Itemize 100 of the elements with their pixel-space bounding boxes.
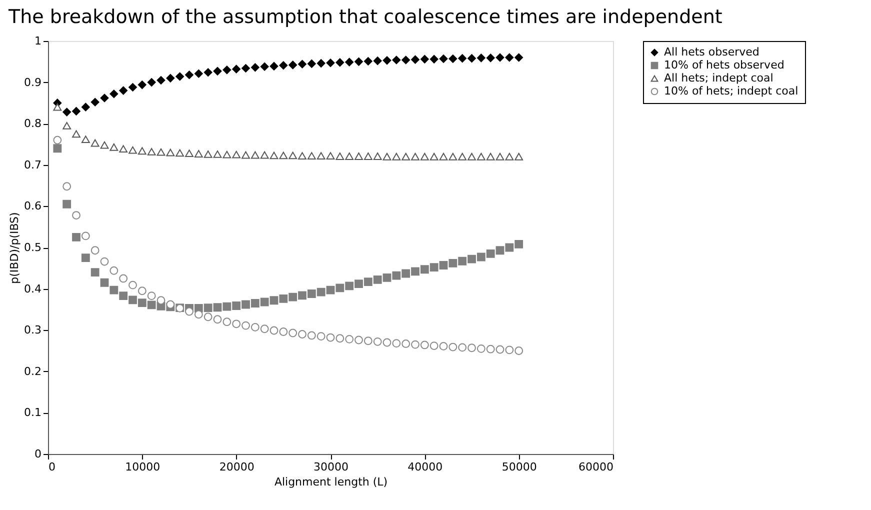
point	[232, 302, 241, 310]
point	[476, 54, 486, 62]
legend-label: 10% of hets; indept coal	[664, 84, 798, 98]
y-tick-label: 0.5	[24, 241, 42, 254]
point	[402, 269, 410, 278]
point	[185, 150, 194, 158]
point	[147, 292, 156, 300]
point	[138, 147, 146, 155]
point	[166, 300, 175, 309]
point	[316, 332, 326, 340]
point	[242, 300, 250, 309]
point	[392, 152, 401, 160]
point	[336, 58, 344, 67]
point	[232, 64, 241, 74]
point	[242, 64, 250, 72]
point	[448, 258, 458, 268]
x-tick-label: 0	[48, 460, 56, 474]
point	[279, 328, 288, 336]
point	[62, 182, 72, 191]
point	[194, 150, 203, 158]
point	[250, 323, 260, 332]
point	[307, 60, 316, 68]
point	[382, 56, 392, 65]
point	[90, 246, 100, 255]
point	[411, 340, 420, 349]
point	[288, 292, 298, 302]
point	[213, 303, 222, 312]
point	[260, 62, 269, 71]
point	[496, 246, 504, 255]
point	[336, 152, 344, 160]
point	[458, 152, 467, 160]
point	[307, 290, 316, 298]
point	[204, 68, 212, 77]
legend-label: 10% of hets observed	[664, 58, 784, 72]
point	[364, 152, 372, 160]
point	[81, 254, 90, 262]
point	[81, 232, 90, 240]
point	[496, 345, 504, 354]
x-tick-label: 20000	[219, 460, 254, 474]
point	[430, 342, 438, 350]
legend-label: All hets; indept coal	[664, 72, 774, 84]
point	[81, 102, 90, 112]
point	[345, 58, 354, 66]
point	[486, 152, 495, 160]
point	[345, 152, 354, 160]
point	[250, 299, 260, 308]
point	[326, 333, 335, 342]
point	[336, 334, 344, 343]
point	[316, 59, 326, 68]
point	[307, 331, 316, 340]
point	[81, 136, 90, 144]
point	[128, 280, 137, 290]
point	[279, 152, 288, 160]
point	[147, 78, 156, 87]
point	[468, 152, 476, 160]
point	[128, 146, 137, 154]
point	[326, 152, 335, 160]
point	[411, 152, 420, 160]
point	[222, 150, 232, 158]
point	[138, 286, 146, 296]
point	[326, 58, 335, 68]
point	[486, 54, 495, 62]
point	[448, 152, 458, 160]
x-axis-title: Alignment length (L)	[274, 476, 388, 488]
y-tick-label: 0.1	[24, 406, 42, 420]
point	[90, 98, 100, 106]
point	[90, 268, 100, 276]
point	[204, 304, 212, 312]
point	[242, 321, 250, 330]
point	[72, 232, 80, 242]
point	[270, 326, 278, 335]
x-tick-label: 10000	[125, 460, 160, 474]
point	[373, 276, 382, 284]
point	[166, 74, 175, 82]
point	[72, 130, 80, 138]
point	[486, 249, 495, 258]
point	[147, 148, 156, 156]
point	[514, 240, 524, 248]
point	[147, 300, 156, 310]
point	[298, 291, 306, 300]
point	[279, 294, 288, 303]
point	[392, 339, 401, 348]
point	[420, 340, 429, 350]
point	[373, 337, 382, 346]
point	[53, 144, 62, 153]
point	[260, 298, 269, 306]
point	[110, 143, 118, 151]
point	[505, 346, 514, 354]
point	[110, 286, 118, 294]
point	[430, 54, 438, 64]
y-tick-label: 0.9	[24, 76, 42, 89]
point	[270, 296, 278, 305]
point	[279, 61, 288, 70]
point	[420, 54, 429, 64]
point	[222, 66, 232, 74]
point	[232, 150, 241, 158]
x-tick-label: 50000	[502, 460, 537, 474]
point	[185, 70, 194, 80]
point	[288, 60, 298, 70]
point	[354, 336, 363, 344]
